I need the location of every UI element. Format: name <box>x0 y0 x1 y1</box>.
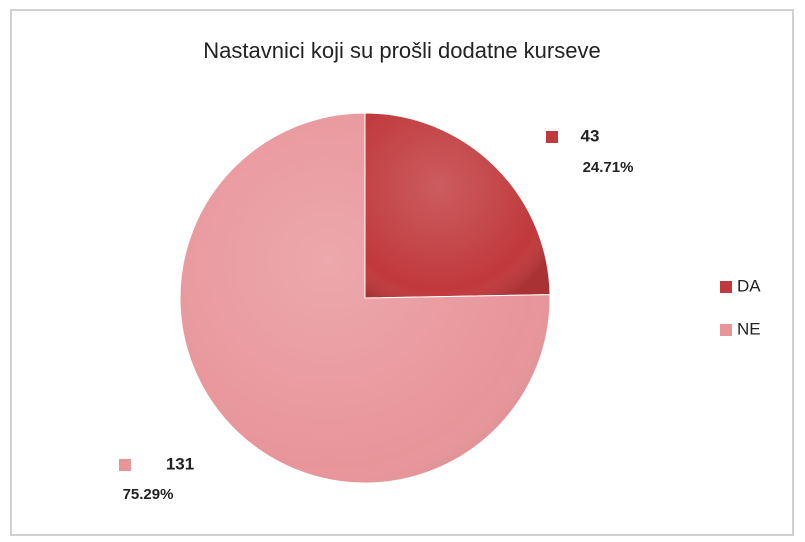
chart-title: Nastavnici koji su prošli dodatne kursev… <box>203 38 600 63</box>
slice-shade <box>365 113 550 298</box>
slice-shade <box>180 113 551 484</box>
legend-label: NE <box>737 319 761 338</box>
label-marker <box>546 131 558 143</box>
legend-swatch <box>720 324 732 336</box>
data-label: 131 <box>166 454 194 473</box>
percent-label: 24.71% <box>583 159 634 176</box>
legend-label: DA <box>737 276 761 295</box>
percent-label: 75.29% <box>123 486 174 503</box>
legend-swatch <box>720 281 732 293</box>
data-label: 43 <box>581 126 600 145</box>
label-marker <box>119 459 131 471</box>
